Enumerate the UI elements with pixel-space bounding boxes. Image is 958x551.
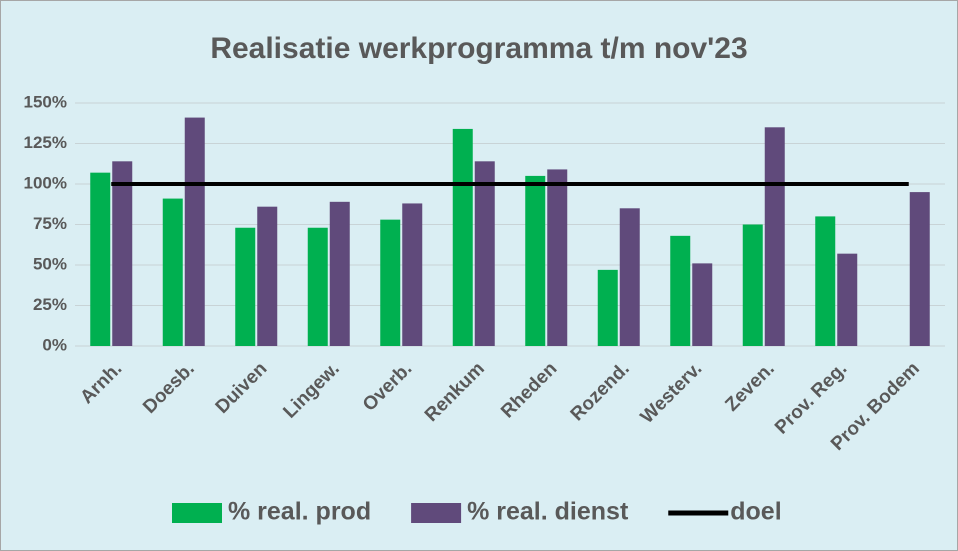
legend-swatch (411, 503, 462, 523)
bar (525, 175, 546, 346)
legend-swatch (172, 503, 222, 523)
bar (764, 127, 785, 346)
bar (452, 128, 473, 346)
bar (257, 206, 278, 346)
bar (692, 263, 713, 346)
bar (380, 219, 401, 346)
legend-label: % real. prod (228, 498, 371, 526)
bar (90, 172, 111, 346)
bar (619, 208, 640, 346)
chart-title: Realisatie werkprogramma t/m nov'23 (210, 32, 747, 65)
bar (742, 224, 763, 346)
y-tick-label: 25% (33, 295, 67, 314)
y-tick-label: 75% (33, 214, 67, 233)
bar (307, 227, 328, 346)
bar (402, 203, 423, 346)
bar (184, 117, 205, 346)
bar (235, 227, 256, 346)
y-tick-label: 0% (42, 335, 67, 354)
y-tick-label: 50% (33, 254, 67, 273)
bar (670, 235, 691, 346)
legend-label: % real. dienst (467, 498, 629, 526)
legend-label: doel (730, 498, 781, 526)
bar (162, 198, 183, 346)
bar (474, 161, 495, 346)
bar (909, 192, 930, 346)
bar (815, 216, 836, 346)
bar (112, 161, 133, 346)
bar (597, 269, 618, 346)
y-tick-label: 100% (24, 173, 67, 192)
y-tick-label: 150% (24, 92, 67, 111)
y-tick-label: 125% (24, 133, 67, 152)
bar (329, 201, 350, 346)
bar (837, 253, 858, 346)
bar (547, 169, 568, 346)
